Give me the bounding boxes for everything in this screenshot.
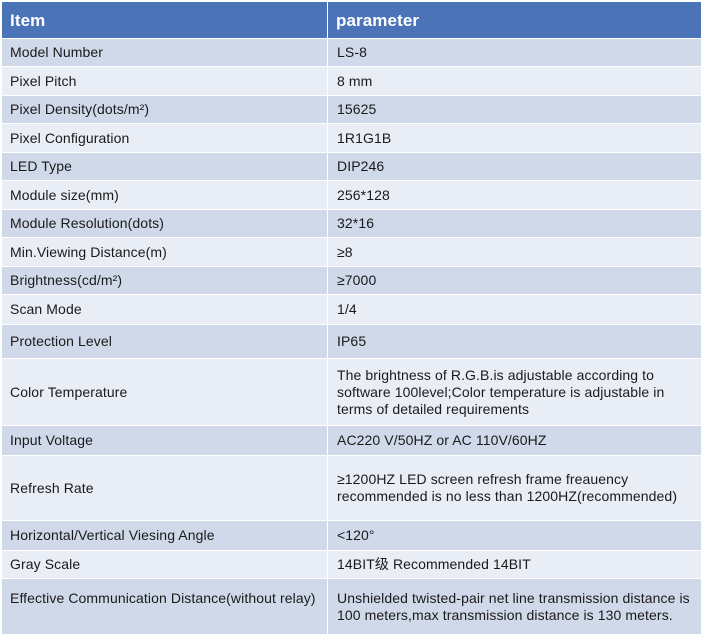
- table-header-row: Item parameter: [1, 1, 702, 39]
- item-cell: Pixel Pitch: [1, 66, 328, 96]
- parameter-cell: ≥8: [327, 237, 702, 267]
- item-cell: Color Temperature: [1, 358, 328, 426]
- item-cell: Input Voltage: [1, 425, 328, 456]
- item-cell: Module size(mm): [1, 180, 328, 210]
- parameter-cell: 14BIT级 Recommended 14BIT: [327, 550, 702, 579]
- table-row: Protection Level IP65: [1, 324, 702, 359]
- parameter-cell: 32*16: [327, 209, 702, 238]
- table-row: Min.Viewing Distance(m) ≥8: [1, 237, 702, 267]
- parameter-cell: 1/4: [327, 294, 702, 325]
- item-cell: Gray Scale: [1, 550, 328, 579]
- table-row: Pixel Density(dots/m²) 15625: [1, 95, 702, 124]
- parameter-cell: The brightness of R.G.B.is adjustable ac…: [327, 358, 702, 426]
- item-cell: Model Number: [1, 38, 328, 67]
- parameter-cell: AC220 V/50HZ or AC 110V/60HZ: [327, 425, 702, 456]
- parameter-cell: Unshielded twisted-pair net line transmi…: [327, 578, 702, 635]
- table-row: Module Resolution(dots) 32*16: [1, 209, 702, 238]
- table-row: Effective Communication Distance(without…: [1, 578, 702, 635]
- table-row: Gray Scale 14BIT级 Recommended 14BIT: [1, 550, 702, 579]
- table-row: Pixel Configuration 1R1G1B: [1, 123, 702, 153]
- parameter-cell: IP65: [327, 324, 702, 359]
- parameter-cell: <120°: [327, 520, 702, 551]
- table-row: Scan Mode 1/4: [1, 294, 702, 325]
- table-row: Input Voltage AC220 V/50HZ or AC 110V/60…: [1, 425, 702, 456]
- column-header-item: Item: [1, 1, 328, 39]
- item-cell: Pixel Density(dots/m²): [1, 95, 328, 124]
- table-row: Model Number LS-8: [1, 38, 702, 67]
- table-row: Refresh Rate ≥1200HZ LED screen refresh …: [1, 455, 702, 521]
- parameter-cell: LS-8: [327, 38, 702, 67]
- parameter-cell: ≥7000: [327, 266, 702, 295]
- item-cell: Min.Viewing Distance(m): [1, 237, 328, 267]
- table-row: Pixel Pitch 8 mm: [1, 66, 702, 96]
- item-cell: Brightness(cd/m²): [1, 266, 328, 295]
- item-cell: Scan Mode: [1, 294, 328, 325]
- table-row: Horizontal/Vertical Viesing Angle <120°: [1, 520, 702, 551]
- item-cell: Protection Level: [1, 324, 328, 359]
- table-row: LED Type DIP246: [1, 152, 702, 181]
- item-cell: Horizontal/Vertical Viesing Angle: [1, 520, 328, 551]
- item-cell: LED Type: [1, 152, 328, 181]
- column-header-parameter: parameter: [327, 1, 702, 39]
- table-row: Brightness(cd/m²) ≥7000: [1, 266, 702, 295]
- parameter-cell: ≥1200HZ LED screen refresh frame freauen…: [327, 455, 702, 521]
- parameter-cell: DIP246: [327, 152, 702, 181]
- table-row: Module size(mm) 256*128: [1, 180, 702, 210]
- item-cell: Pixel Configuration: [1, 123, 328, 153]
- table-row: Color Temperature The brightness of R.G.…: [1, 358, 702, 426]
- parameter-cell: 8 mm: [327, 66, 702, 96]
- item-cell: Refresh Rate: [1, 455, 328, 521]
- item-cell: Effective Communication Distance(without…: [1, 578, 328, 635]
- parameter-cell: 256*128: [327, 180, 702, 210]
- parameter-cell: 15625: [327, 95, 702, 124]
- parameter-cell: 1R1G1B: [327, 123, 702, 153]
- item-cell: Module Resolution(dots): [1, 209, 328, 238]
